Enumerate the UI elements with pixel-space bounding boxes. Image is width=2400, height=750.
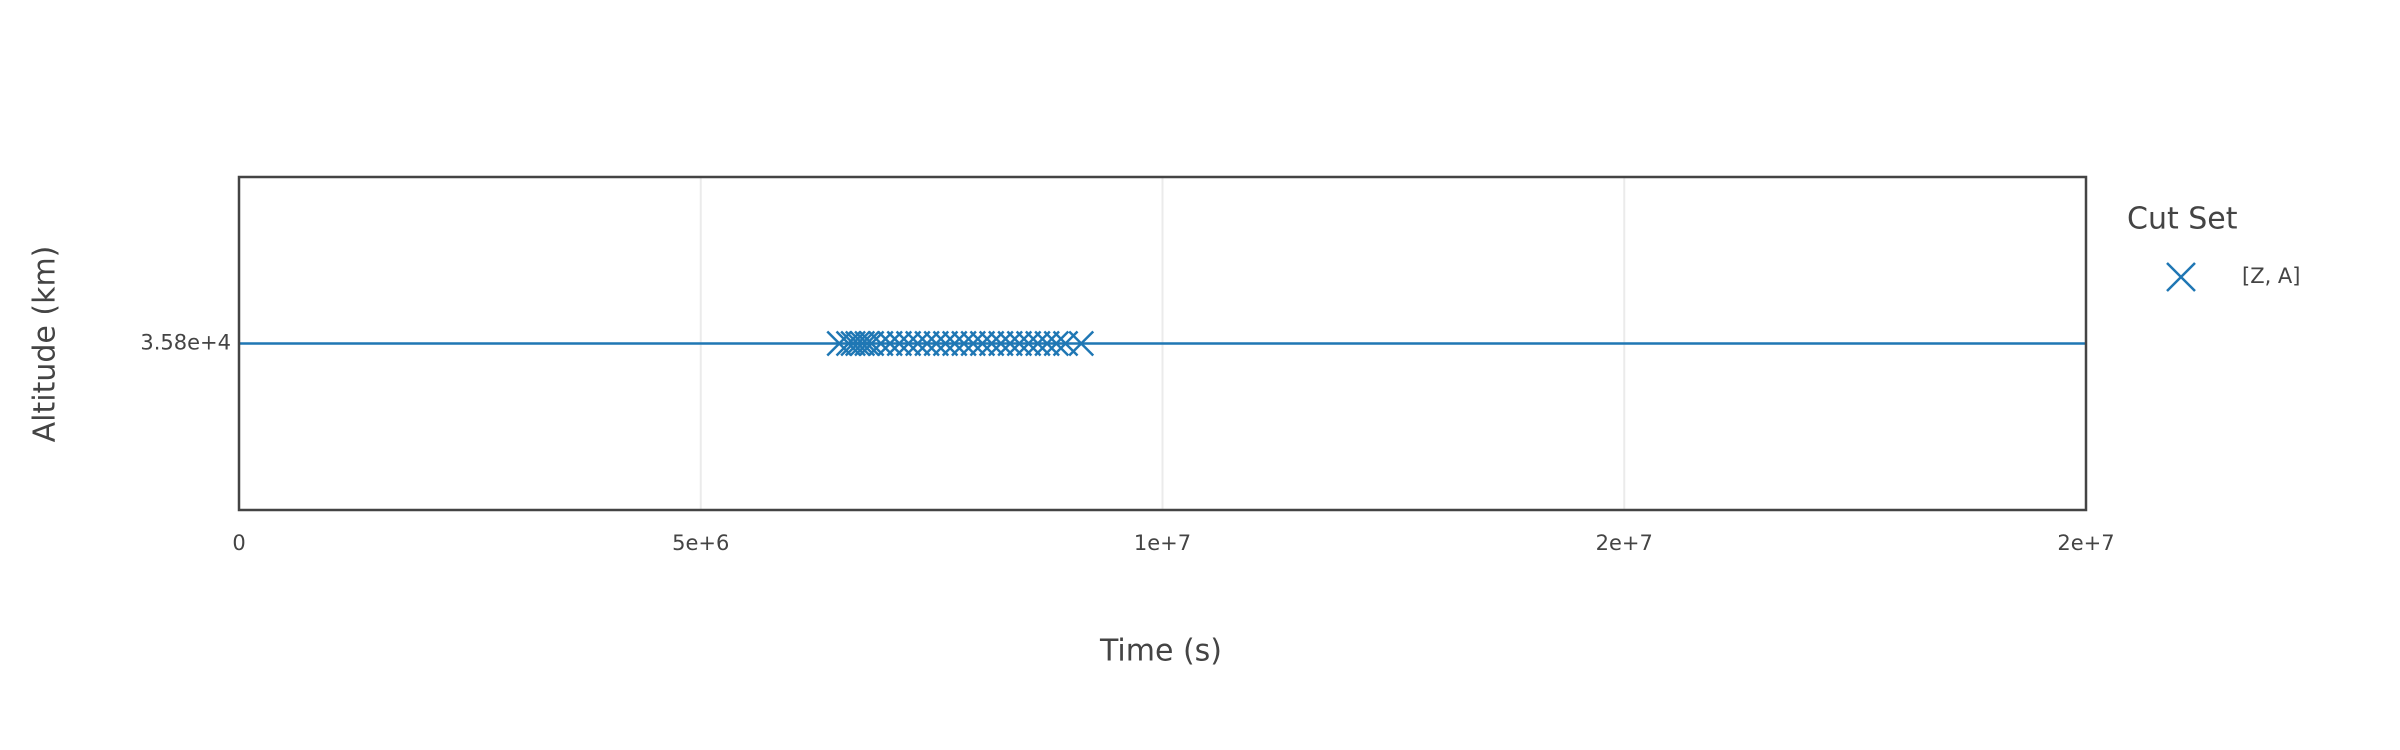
marker xyxy=(951,330,977,357)
marker xyxy=(932,330,959,357)
marker xyxy=(835,330,862,357)
marker xyxy=(886,330,913,357)
marker xyxy=(854,330,880,357)
marker xyxy=(1068,330,1095,357)
marker xyxy=(1043,330,1070,357)
marker xyxy=(1034,330,1060,357)
legend-marker xyxy=(2166,262,2196,292)
x-tick-label: 2e+7 xyxy=(1596,531,1653,555)
marker xyxy=(858,330,885,357)
legend-title: Cut Set xyxy=(2127,202,2238,237)
marker xyxy=(978,330,1005,357)
legend-label: [Z, A] xyxy=(2242,264,2301,288)
marker xyxy=(988,330,1014,357)
marker xyxy=(904,330,931,357)
x-tick-label: 5e+6 xyxy=(672,531,729,555)
marker xyxy=(969,330,996,357)
y-tick-label: 3.58e+4 xyxy=(140,331,231,355)
plot-frame xyxy=(237,175,2088,512)
x-tick-label: 2e+7 xyxy=(2057,531,2114,555)
marker xyxy=(923,330,950,357)
marker xyxy=(1015,330,1042,357)
marker xyxy=(941,330,968,357)
marker xyxy=(844,330,871,357)
marker xyxy=(826,330,853,357)
marker xyxy=(997,330,1024,357)
x-axis-title: Time (s) xyxy=(1099,634,1222,669)
marker xyxy=(1024,330,1051,357)
marker xyxy=(895,330,922,357)
marker xyxy=(1006,330,1033,357)
marker xyxy=(877,330,903,357)
y-axis-title: Altitude (km) xyxy=(28,246,63,443)
marker xyxy=(914,330,940,357)
x-tick-label: 1e+7 xyxy=(1134,531,1191,555)
marker xyxy=(867,330,894,357)
marker xyxy=(849,330,876,357)
x-tick-label: 0 xyxy=(232,531,245,555)
marker xyxy=(960,330,987,357)
marker xyxy=(840,330,867,357)
